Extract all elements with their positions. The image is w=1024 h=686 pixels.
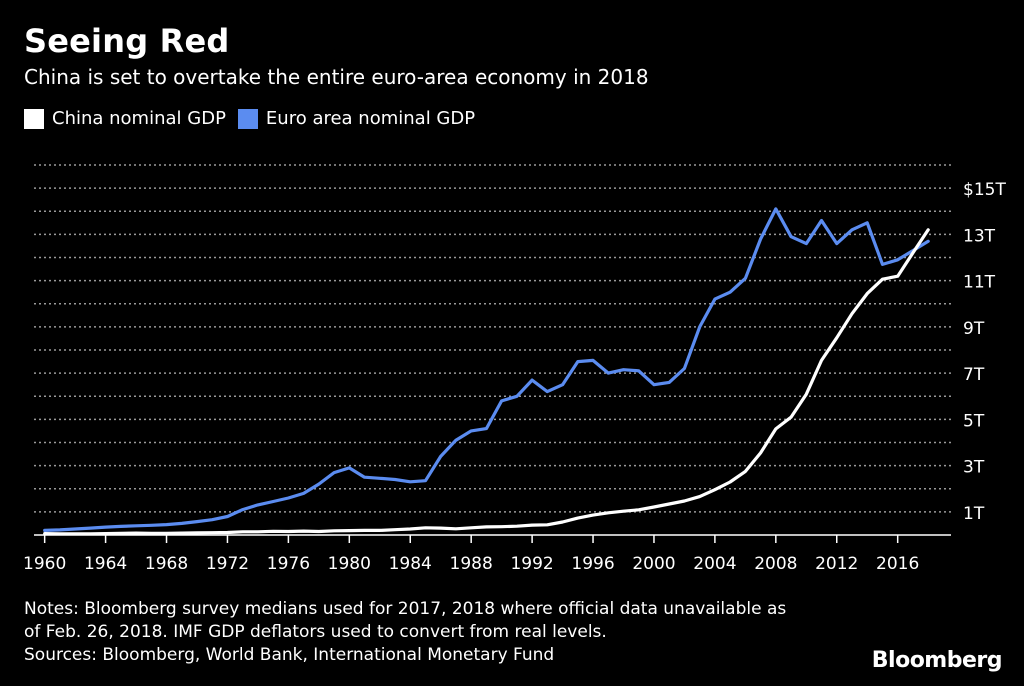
chart-subtitle: China is set to overtake the entire euro…: [24, 65, 649, 89]
x-axis: 1960 1964 1968 1972 1976 1980 1984 1988 1992 1996…: [23, 534, 951, 574]
y-tick-label: 3T: [963, 458, 985, 478]
legend-item-china: China nominal GDP: [24, 108, 226, 129]
x-tick-label: 1968: [145, 554, 188, 574]
y-tick-label: 9T: [963, 319, 985, 339]
y-tick-label: $15T: [963, 180, 1006, 200]
series-lines: [43, 207, 930, 536]
x-tick-label: 1980: [328, 554, 371, 574]
x-tick-label: 1964: [84, 554, 127, 574]
x-tick-label: 1996: [571, 554, 614, 574]
series-line-china: [43, 228, 930, 536]
legend-swatch-china: [24, 108, 44, 129]
x-tick-label: 1972: [206, 554, 249, 574]
gridlines: [34, 164, 951, 513]
sources-line: Sources: Bloomberg, World Bank, Internat…: [24, 645, 555, 665]
x-tick-label: 2016: [876, 554, 919, 574]
legend-label-euro-area: Euro area nominal GDP: [265, 108, 476, 129]
series-line-euro-area: [43, 207, 930, 533]
bloomberg-logo: Bloomberg: [871, 648, 1003, 673]
notes-line-2: of Feb. 26, 2018. IMF GDP deflators used…: [24, 622, 607, 642]
x-tick-label: 2008: [754, 554, 797, 574]
chart-title: Seeing Red: [24, 22, 230, 60]
x-tick-label: 1988: [450, 554, 493, 574]
legend: China nominal GDP Euro area nominal GDP: [24, 108, 487, 129]
x-tick-label: 2000: [632, 554, 675, 574]
y-tick-label: 7T: [963, 365, 985, 385]
legend-item-euro-area: Euro area nominal GDP: [237, 108, 476, 129]
x-tick-label: 1976: [267, 554, 310, 574]
legend-label-china: China nominal GDP: [52, 108, 226, 129]
y-tick-label: 13T: [963, 226, 996, 246]
x-tick-label: 1984: [389, 554, 432, 574]
x-tick-label: 2012: [815, 554, 858, 574]
notes-line-1: Notes: Bloomberg survey medians used for…: [24, 599, 787, 619]
x-tick-label: 2004: [693, 554, 736, 574]
y-tick-label: 5T: [963, 411, 985, 431]
x-tick-label: 1992: [510, 554, 553, 574]
y-axis: 1T 3T 5T 7T 9T 11T 13T $15T: [963, 180, 1006, 524]
legend-swatch-euro-area: [237, 108, 258, 129]
chart-notes: Notes: Bloomberg survey medians used for…: [24, 598, 884, 667]
y-tick-label: 11T: [963, 273, 996, 293]
y-tick-label: 1T: [963, 504, 985, 524]
x-tick-label: 1960: [23, 554, 66, 574]
